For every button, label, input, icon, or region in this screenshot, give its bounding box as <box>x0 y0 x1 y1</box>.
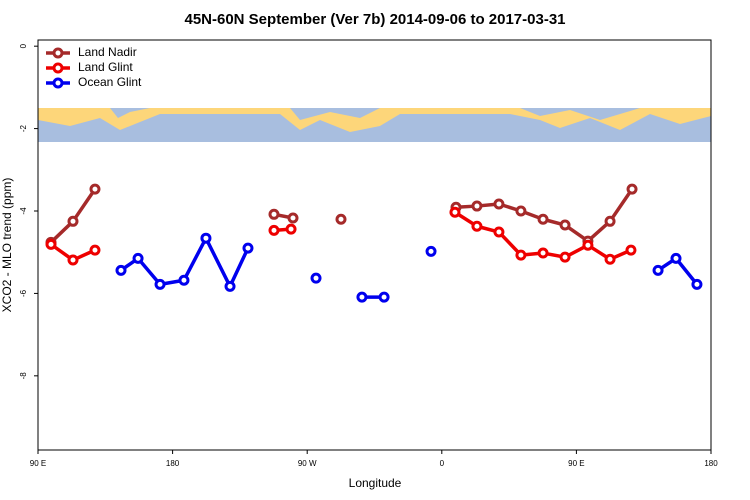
point <box>537 213 549 225</box>
point <box>287 212 299 224</box>
point <box>200 232 212 244</box>
chart-title: 45N-60N September (Ver 7b) 2014-09-06 to… <box>184 11 565 28</box>
point <box>89 183 101 195</box>
point <box>178 274 190 286</box>
point <box>691 278 703 290</box>
point <box>493 198 505 210</box>
legend-label: Land Nadir <box>78 45 137 59</box>
plot-frame <box>37 39 712 451</box>
point <box>515 249 527 261</box>
point <box>652 264 664 276</box>
point <box>154 278 166 290</box>
point <box>224 280 236 292</box>
point <box>45 238 57 250</box>
point <box>471 220 483 232</box>
y-tick-label: -8 <box>19 372 28 380</box>
point <box>449 206 461 218</box>
y-tick-label: 0 <box>19 43 28 48</box>
point <box>268 208 280 220</box>
legend-label: Ocean Glint <box>78 75 142 89</box>
point <box>378 291 390 303</box>
point <box>537 247 549 259</box>
point <box>604 215 616 227</box>
point <box>493 226 505 238</box>
point <box>268 224 280 236</box>
point <box>132 252 144 264</box>
legend-marker <box>52 47 64 59</box>
y-tick-label: -2 <box>19 124 28 132</box>
point <box>625 244 637 256</box>
point <box>626 183 638 195</box>
point <box>559 251 571 263</box>
map-strip <box>38 108 711 142</box>
point <box>285 223 297 235</box>
point <box>515 205 527 217</box>
legend-marker <box>52 62 64 74</box>
x-tick-label: 0 <box>440 459 445 468</box>
point <box>670 252 682 264</box>
point <box>356 291 368 303</box>
point <box>335 213 347 225</box>
point <box>115 264 127 276</box>
legend-marker <box>52 77 64 89</box>
point <box>310 272 322 284</box>
series-line <box>119 236 699 299</box>
legend-label: Land Glint <box>78 60 133 74</box>
point <box>425 245 437 257</box>
point <box>582 239 594 251</box>
point <box>242 242 254 254</box>
x-tick-label: 180 <box>704 459 718 468</box>
y-tick-label: -6 <box>19 289 28 297</box>
point <box>89 244 101 256</box>
point <box>67 254 79 266</box>
x-tick-label: 90 W <box>298 459 317 468</box>
x-tick-label: 90 E <box>30 459 46 468</box>
y-axis-label: XCO2 - MLO trend (ppm) <box>0 178 14 313</box>
x-axis-label: Longitude <box>349 476 402 490</box>
x-tick-label: 90 E <box>568 459 584 468</box>
point <box>471 200 483 212</box>
x-tick-label: 180 <box>166 459 180 468</box>
point <box>604 253 616 265</box>
y-tick-label: -4 <box>19 207 28 215</box>
point <box>559 219 571 231</box>
point <box>67 215 79 227</box>
